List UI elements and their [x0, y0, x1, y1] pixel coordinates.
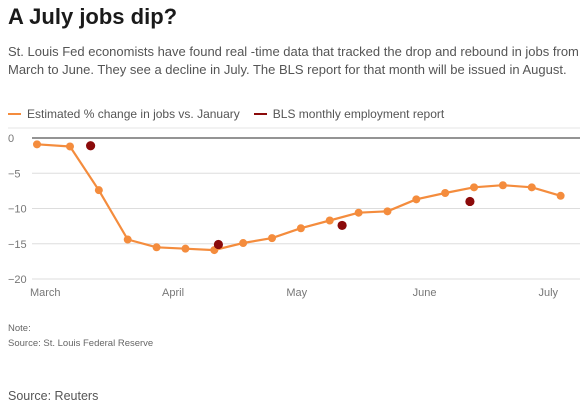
- x-tick-label: July: [538, 287, 558, 299]
- x-tick-label: April: [162, 287, 184, 299]
- x-tick-label: March: [30, 287, 61, 299]
- bls-point: [465, 196, 475, 207]
- estimated-point: [527, 183, 536, 192]
- estimated-point: [152, 243, 161, 252]
- estimated-point: [412, 195, 421, 204]
- legend-label-bls: BLS monthly employment report: [272, 107, 445, 121]
- y-tick-label: −15: [8, 239, 27, 251]
- x-axis-tick-labels: March April May June July: [30, 287, 559, 299]
- y-tick-label: −20: [8, 274, 27, 286]
- estimated-point: [65, 142, 74, 151]
- estimated-series: [33, 140, 565, 255]
- estimated-point: [123, 235, 132, 244]
- x-tick-label: May: [286, 287, 307, 299]
- y-tick-label: 0: [8, 133, 14, 145]
- bls-point: [213, 239, 224, 250]
- estimated-point: [33, 140, 41, 149]
- y-axis-tick-labels: 0 −5 −10 −15 −20: [8, 133, 27, 286]
- estimated-point: [383, 207, 392, 216]
- x-tick-label: June: [413, 287, 437, 299]
- estimated-line: [35, 143, 562, 252]
- estimated-point: [354, 208, 363, 217]
- estimated-point: [181, 244, 190, 253]
- legend-item-estimated: Estimated % change in jobs vs. January: [8, 107, 240, 121]
- estimated-point: [556, 191, 565, 200]
- chart-legend: Estimated % change in jobs vs. January B…: [8, 106, 458, 122]
- note-source: Source: St. Louis Federal Reserve: [8, 338, 154, 349]
- legend-item-bls: BLS monthly employment report: [253, 107, 445, 121]
- y-tick-label: −10: [8, 204, 27, 216]
- estimated-point: [470, 183, 479, 192]
- estimated-point: [325, 216, 334, 225]
- bls-series: [86, 141, 475, 250]
- estimated-point: [498, 181, 507, 190]
- note-label: Note:: [8, 323, 31, 334]
- legend-swatch-bls: [253, 113, 267, 115]
- estimated-point: [296, 224, 305, 233]
- bls-point: [86, 141, 96, 151]
- chart-subtitle: St. Louis Fed economists have found real…: [8, 44, 579, 77]
- chart-title: A July jobs dip?: [8, 4, 178, 29]
- bls-point: [337, 220, 347, 231]
- estimated-point: [441, 188, 450, 197]
- legend-swatch-estimated: [8, 113, 21, 115]
- grid-lines: [32, 137, 580, 280]
- estimated-point: [268, 234, 277, 243]
- chart-note: Note: Source: St. Louis Federal Reserve: [8, 321, 153, 351]
- legend-label-estimated: Estimated % change in jobs vs. January: [27, 107, 240, 121]
- estimated-point: [94, 186, 103, 195]
- estimated-point: [239, 239, 248, 248]
- source-credit: Source: Reuters: [8, 389, 99, 403]
- y-tick-label: −5: [8, 168, 21, 180]
